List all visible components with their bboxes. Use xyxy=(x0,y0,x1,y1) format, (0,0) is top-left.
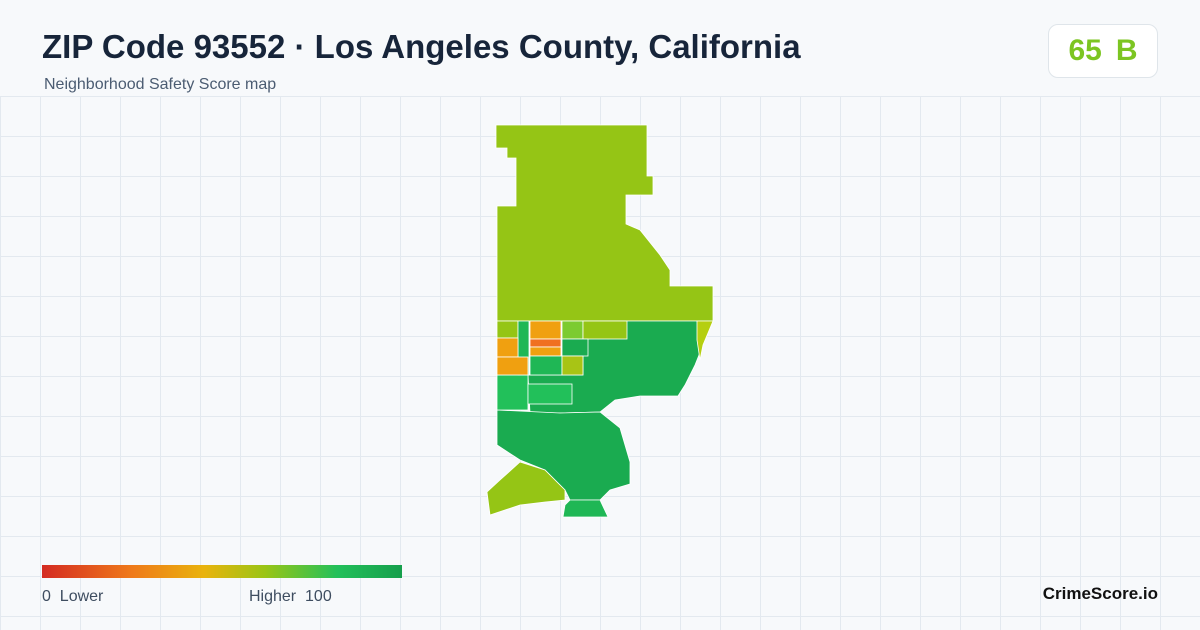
legend-gradient xyxy=(42,565,402,578)
grade: B xyxy=(1115,34,1138,67)
region xyxy=(561,338,589,357)
region xyxy=(561,320,584,340)
region xyxy=(696,320,714,361)
region xyxy=(496,374,529,411)
region xyxy=(582,320,628,340)
region xyxy=(561,355,584,376)
region xyxy=(496,409,631,501)
score-badge: 65 B xyxy=(1048,24,1158,78)
legend-min-label: Lower xyxy=(59,588,104,605)
region xyxy=(495,124,714,322)
legend-min-value: 0 xyxy=(42,588,51,605)
region xyxy=(486,461,566,516)
region xyxy=(529,338,562,348)
region xyxy=(529,346,562,357)
subtitle: Neighborhood Safety Score map xyxy=(44,76,277,93)
region xyxy=(496,337,519,358)
region xyxy=(527,383,573,405)
legend-max-value: 100 xyxy=(305,588,332,605)
region xyxy=(562,499,609,518)
score: 65 xyxy=(1068,34,1102,67)
brand[interactable]: CrimeScore.io xyxy=(1042,584,1158,603)
region xyxy=(529,355,563,376)
header xyxy=(0,0,1200,96)
legend-max: Higher 100 xyxy=(249,588,332,606)
region xyxy=(529,320,562,340)
legend-min: 0 Lower xyxy=(42,588,103,606)
region xyxy=(496,356,529,376)
legend-max-label: Higher xyxy=(249,588,297,605)
title: ZIP Code 93552 · Los Angeles County, Cal… xyxy=(42,28,801,65)
region xyxy=(496,320,519,339)
